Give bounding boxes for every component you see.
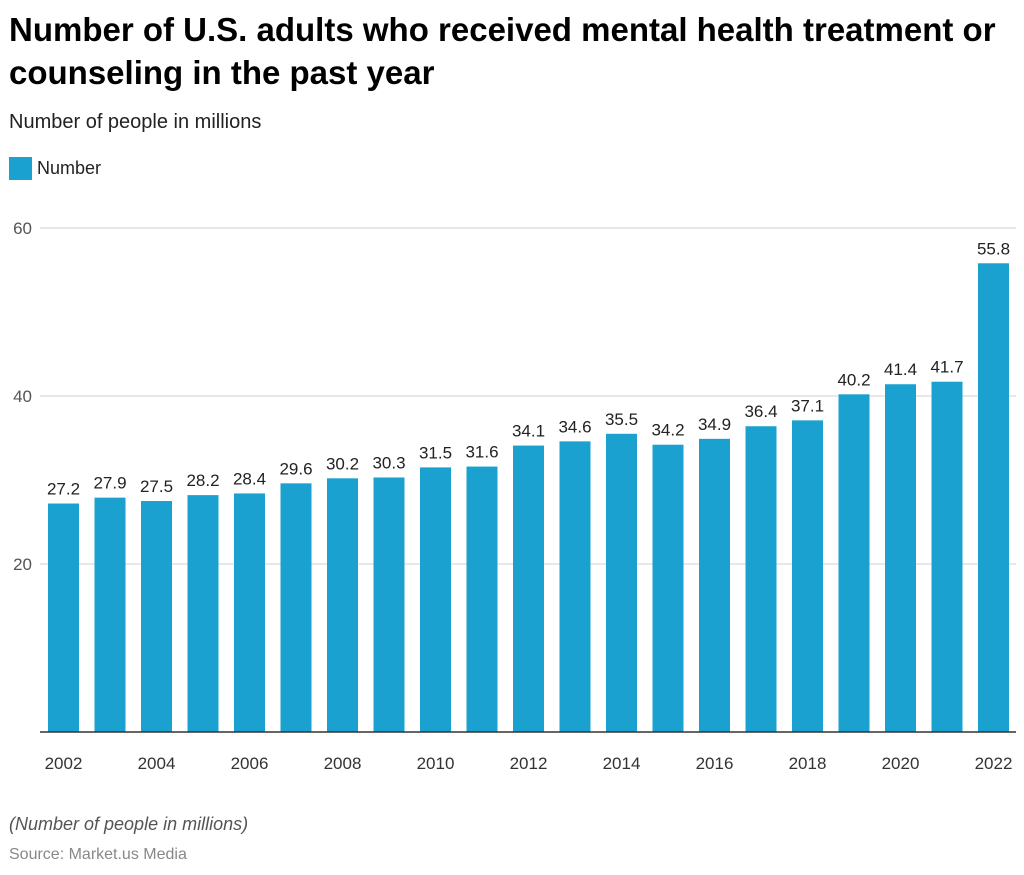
bar	[978, 263, 1009, 732]
x-tick-label: 2016	[696, 754, 734, 773]
data-label: 31.6	[465, 443, 498, 462]
data-label: 35.5	[605, 410, 638, 429]
x-tick-label: 2022	[975, 754, 1013, 773]
bar	[885, 384, 916, 732]
x-tick-label: 2020	[882, 754, 920, 773]
data-label: 28.4	[233, 469, 266, 488]
x-tick-label: 2002	[45, 754, 83, 773]
bar	[699, 438, 730, 732]
data-label: 28.2	[186, 471, 219, 490]
bar	[420, 467, 451, 732]
data-label: 41.4	[884, 360, 917, 379]
bar	[606, 433, 637, 732]
data-label: 27.9	[93, 474, 126, 493]
bar	[792, 420, 823, 732]
data-label: 31.5	[419, 443, 452, 462]
bar	[234, 493, 265, 732]
data-label: 41.7	[930, 358, 963, 377]
data-label: 27.5	[140, 477, 173, 496]
bar	[466, 466, 498, 732]
data-label: 30.3	[372, 453, 405, 472]
data-label: 29.6	[279, 459, 312, 478]
bar	[652, 444, 684, 732]
legend-label: Number	[37, 158, 102, 178]
x-tick-label: 2012	[510, 754, 548, 773]
x-tick-label: 2014	[603, 754, 641, 773]
chart-title: Number of U.S. adults who received menta…	[9, 11, 996, 91]
bar	[94, 497, 126, 732]
data-label: 27.2	[47, 480, 80, 499]
bar	[280, 483, 312, 732]
x-tick-label: 2006	[231, 754, 269, 773]
data-label: 40.2	[837, 370, 870, 389]
bar	[745, 426, 777, 732]
data-label: 34.1	[512, 422, 545, 441]
y-tick-label: 20	[13, 555, 32, 574]
x-tick-label: 2018	[789, 754, 827, 773]
data-label: 34.2	[651, 421, 684, 440]
bar	[327, 478, 358, 732]
bar	[141, 501, 172, 732]
data-label: 34.6	[558, 417, 591, 436]
data-label: 34.9	[698, 415, 731, 434]
data-label: 30.2	[326, 454, 359, 473]
chart-subtitle: Number of people in millions	[9, 111, 262, 133]
bar	[513, 445, 544, 732]
data-label: 36.4	[744, 402, 777, 421]
bar	[559, 441, 591, 732]
footer-note: (Number of people in millions)	[9, 814, 249, 834]
bar	[48, 503, 79, 732]
x-tick-label: 2008	[324, 754, 362, 773]
data-label: 37.1	[791, 396, 824, 415]
legend: Number	[9, 157, 101, 180]
bar	[187, 495, 219, 732]
y-tick-label: 60	[13, 219, 32, 238]
source-text: Source: Market.us Media	[9, 846, 187, 863]
bar	[931, 381, 963, 732]
data-label: 55.8	[977, 239, 1010, 258]
bar	[373, 477, 405, 732]
legend-swatch	[9, 157, 32, 180]
bar	[838, 394, 870, 732]
x-tick-label: 2004	[138, 754, 176, 773]
x-tick-label: 2010	[417, 754, 455, 773]
y-tick-label: 40	[13, 387, 32, 406]
